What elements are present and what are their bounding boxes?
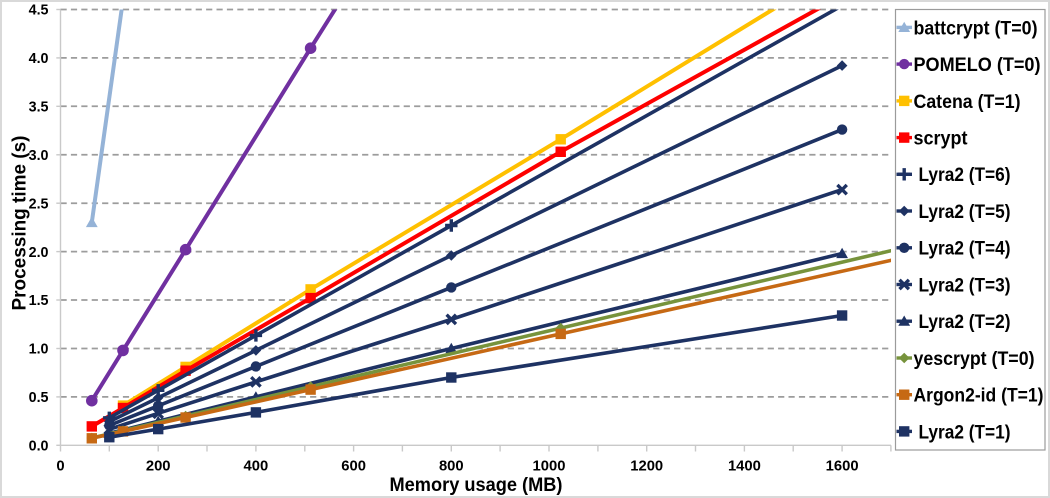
svg-text:4.5: 4.5 <box>29 3 49 19</box>
svg-text:600: 600 <box>341 459 366 475</box>
svg-text:400: 400 <box>244 459 269 475</box>
svg-text:200: 200 <box>146 459 171 475</box>
svg-text:800: 800 <box>439 459 464 475</box>
svg-text:1400: 1400 <box>728 459 761 475</box>
svg-text:Catena (T=1): Catena (T=1) <box>914 92 1021 113</box>
svg-text:3.0: 3.0 <box>29 148 49 164</box>
svg-text:Lyra2 (T=6): Lyra2 (T=6) <box>919 165 1011 186</box>
svg-text:Argon2-id (T=1): Argon2-id (T=1) <box>914 386 1044 407</box>
svg-text:0.0: 0.0 <box>29 439 49 455</box>
svg-text:1200: 1200 <box>630 459 663 475</box>
svg-text:POMELO (T=0): POMELO (T=0) <box>914 55 1041 76</box>
svg-text:scrypt: scrypt <box>914 129 969 150</box>
svg-text:0.5: 0.5 <box>29 390 49 406</box>
svg-text:Lyra2 (T=5): Lyra2 (T=5) <box>919 202 1011 223</box>
svg-text:Lyra2 (T=3): Lyra2 (T=3) <box>919 275 1011 296</box>
svg-text:4.0: 4.0 <box>29 51 49 67</box>
svg-text:battcrypt (T=0): battcrypt (T=0) <box>914 18 1038 39</box>
svg-text:Processing time (s): Processing time (s) <box>10 136 31 311</box>
svg-text:2.0: 2.0 <box>29 245 49 261</box>
svg-text:1000: 1000 <box>533 459 566 475</box>
svg-text:Memory usage (MB): Memory usage (MB) <box>390 475 563 496</box>
svg-text:Lyra2 (T=1): Lyra2 (T=1) <box>919 422 1011 443</box>
svg-text:Lyra2 (T=4): Lyra2 (T=4) <box>919 239 1011 260</box>
svg-text:1600: 1600 <box>826 459 859 475</box>
svg-text:1.5: 1.5 <box>29 293 49 309</box>
svg-text:0: 0 <box>56 459 64 475</box>
svg-text:2.5: 2.5 <box>29 196 49 212</box>
svg-text:3.5: 3.5 <box>29 100 49 116</box>
svg-text:Lyra2 (T=2): Lyra2 (T=2) <box>919 312 1011 333</box>
svg-text:yescrypt (T=0): yescrypt (T=0) <box>914 349 1035 370</box>
svg-text:1.0: 1.0 <box>29 342 49 358</box>
